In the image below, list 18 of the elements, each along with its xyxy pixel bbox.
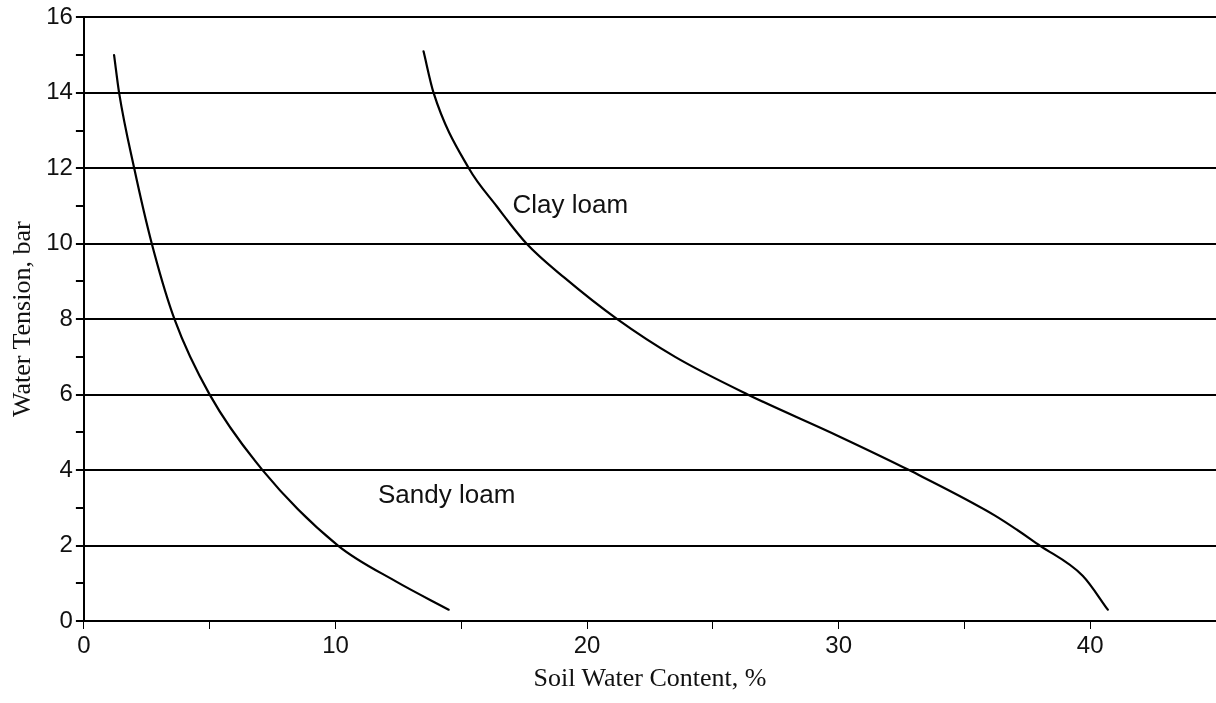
x-tick-label: 10: [322, 631, 349, 659]
y-tick-label: 2: [59, 530, 73, 558]
y-tick-label: 12: [46, 152, 73, 180]
x-tick-label: 40: [1076, 631, 1104, 659]
y-tick-label: 8: [59, 303, 73, 331]
y-axis-title: Water Tension, bar: [7, 221, 37, 417]
series-label: Clay loam: [512, 189, 629, 220]
x-axis-title: Soil Water Content, %: [533, 663, 767, 693]
y-tick-label: 16: [46, 2, 73, 30]
y-tick-label: 0: [59, 605, 73, 633]
x-tick-label: 20: [573, 631, 601, 659]
y-tick-label: 10: [46, 228, 73, 256]
y-tick-label: 4: [59, 454, 73, 482]
x-tick-label: 0: [77, 631, 91, 659]
y-tick-label: 14: [46, 77, 73, 105]
x-tick-label: 30: [825, 631, 852, 659]
y-tick-label: 6: [59, 379, 73, 407]
text: Sandy loam: [377, 478, 516, 509]
